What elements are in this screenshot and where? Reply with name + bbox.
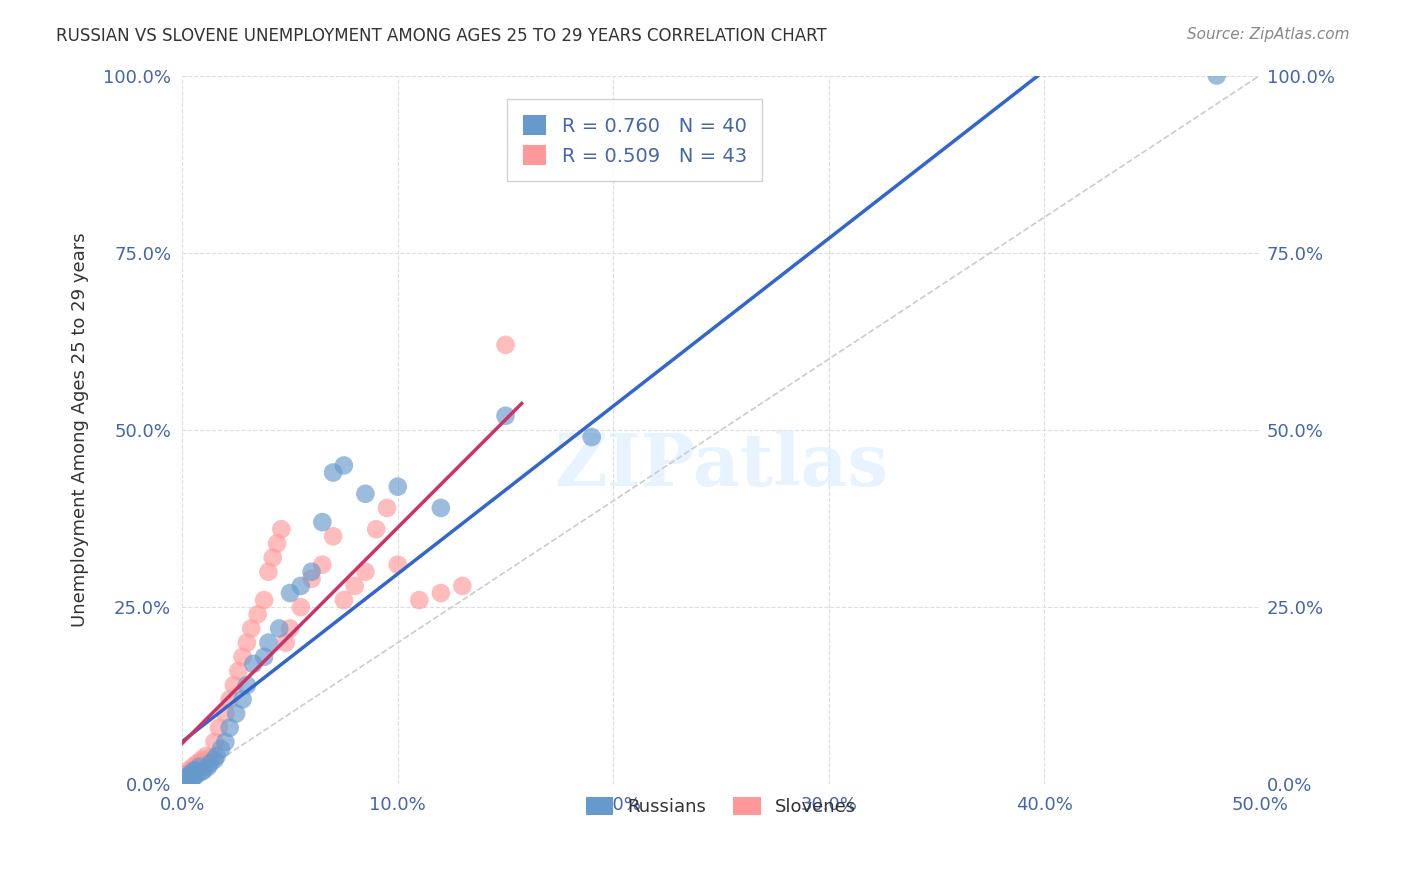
Text: RUSSIAN VS SLOVENE UNEMPLOYMENT AMONG AGES 25 TO 29 YEARS CORRELATION CHART: RUSSIAN VS SLOVENE UNEMPLOYMENT AMONG AG… [56, 27, 827, 45]
Point [218, 692, 240, 706]
Point [1205, 69, 1227, 83]
Point [311, 515, 333, 529]
Point [270, 522, 292, 536]
Point [180, 766, 202, 780]
Point [181, 770, 204, 784]
Point [366, 522, 388, 536]
Point [186, 756, 208, 771]
Point [173, 773, 195, 788]
Point [209, 742, 232, 756]
Point [333, 593, 356, 607]
Point [176, 772, 198, 786]
Point [194, 749, 217, 764]
Point [200, 750, 222, 764]
Point [188, 757, 211, 772]
Point [173, 770, 195, 784]
Point [177, 770, 200, 784]
Point [354, 565, 377, 579]
Point [274, 635, 297, 649]
Point [257, 565, 280, 579]
Point [354, 487, 377, 501]
Point [197, 760, 219, 774]
Point [190, 764, 212, 779]
Point [301, 565, 323, 579]
Point [184, 769, 207, 783]
Text: ZIPatlas: ZIPatlas [554, 430, 889, 501]
Point [181, 760, 204, 774]
Point [218, 721, 240, 735]
Point [205, 749, 228, 764]
Point [200, 756, 222, 771]
Point [236, 635, 259, 649]
Text: Source: ZipAtlas.com: Source: ZipAtlas.com [1187, 27, 1350, 42]
Point [253, 649, 276, 664]
Point [188, 760, 211, 774]
Point [232, 692, 254, 706]
Point [290, 579, 312, 593]
Point [204, 753, 226, 767]
Y-axis label: Unemployment Among Ages 25 to 29 years: Unemployment Among Ages 25 to 29 years [72, 233, 89, 627]
Point [208, 721, 231, 735]
Point [184, 764, 207, 778]
Point [176, 766, 198, 780]
Point [232, 649, 254, 664]
Point [177, 769, 200, 783]
Point [451, 579, 474, 593]
Point [184, 762, 207, 776]
Point [343, 579, 366, 593]
Point [430, 500, 453, 515]
Point [226, 664, 249, 678]
Point [214, 706, 236, 721]
Point [266, 536, 288, 550]
Point [180, 764, 202, 779]
Point [375, 500, 398, 515]
Point [495, 409, 517, 423]
Point [214, 735, 236, 749]
Point [242, 657, 264, 671]
Point [408, 593, 430, 607]
Point [177, 764, 200, 778]
Point [387, 558, 409, 572]
Point [225, 706, 247, 721]
Point [311, 558, 333, 572]
Legend: Russians, Slovenes: Russians, Slovenes [576, 788, 865, 825]
Point [193, 764, 215, 778]
Point [290, 600, 312, 615]
Point [387, 480, 409, 494]
Point [333, 458, 356, 473]
Point [495, 338, 517, 352]
Point [190, 753, 212, 767]
Point [322, 466, 344, 480]
Point [222, 678, 245, 692]
Point [262, 550, 284, 565]
Point [278, 622, 301, 636]
Point [193, 755, 215, 769]
Point [246, 607, 269, 622]
Point [257, 635, 280, 649]
Point [181, 764, 204, 779]
Point [322, 529, 344, 543]
Point [253, 593, 276, 607]
Point [204, 735, 226, 749]
Point [430, 586, 453, 600]
Point [269, 622, 291, 636]
Point [186, 766, 208, 780]
Point [240, 622, 263, 636]
Point [278, 586, 301, 600]
Point [236, 678, 259, 692]
Point [301, 572, 323, 586]
Point [581, 430, 603, 444]
Point [180, 773, 202, 788]
